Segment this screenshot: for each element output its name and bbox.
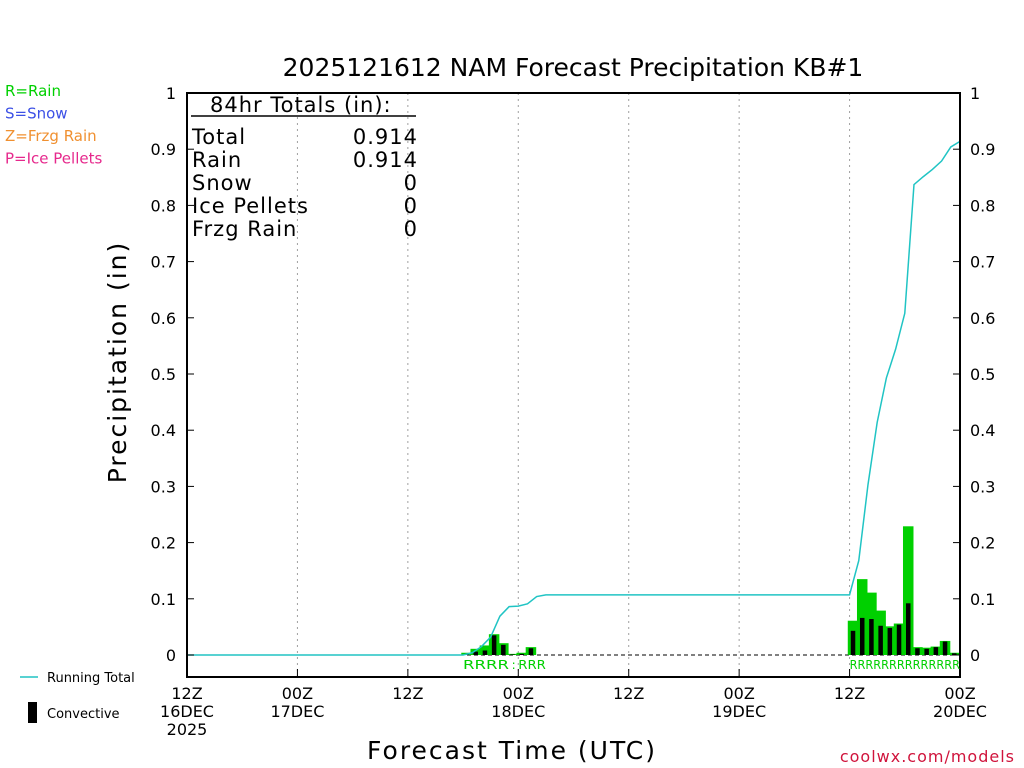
convective-bar: [519, 653, 524, 655]
x-tick-label: 17DEC: [270, 702, 324, 721]
x-tick-label: 16DEC: [160, 702, 214, 721]
convective-bar: [850, 630, 856, 655]
x-tick-label: 12Z: [392, 684, 423, 703]
precip-type-marker: RRR: [518, 658, 546, 672]
convective-bar: [924, 648, 929, 655]
convective-bar: [878, 625, 883, 655]
convective-bar: [510, 654, 515, 655]
y-tick-label-right: 0.3: [970, 477, 995, 496]
totals-row-value: 0: [404, 194, 418, 218]
y-tick-label-left: 0.3: [151, 477, 176, 496]
convective-bar: [869, 619, 874, 655]
totals-row-label: Ice Pellets: [192, 194, 309, 218]
convective-bar: [896, 624, 902, 655]
y-tick-label-left: 0.7: [151, 253, 176, 272]
y-axis-label: Precipitation (in): [103, 241, 132, 484]
chart-title: 2025121612 NAM Forecast Precipitation KB…: [283, 53, 864, 82]
x-tick-label: 12Z: [834, 684, 865, 703]
y-tick-label-right: 0.7: [970, 253, 995, 272]
type-legend-entry: Z=Frzg Rain: [5, 127, 97, 145]
y-tick-label-left: 0.1: [151, 590, 176, 609]
totals-row-value: 0: [404, 217, 418, 241]
y-tick-label-left: 0.8: [151, 196, 176, 215]
y-tick-label-right: 0.6: [970, 309, 995, 328]
y-tick-label-left: 0.9: [151, 140, 176, 159]
type-legend-entry: R=Rain: [5, 82, 61, 100]
x-tick-label: 00Z: [503, 684, 534, 703]
y-tick-label-right: 0.4: [970, 421, 995, 440]
convective-bar: [905, 603, 911, 655]
convective-bar: [887, 628, 893, 655]
x-tick-label: 2025: [167, 720, 208, 739]
x-axis-label: Forecast Time (UTC): [367, 736, 657, 765]
totals-row-value: 0.914: [353, 148, 418, 172]
running-total-line: [187, 140, 961, 656]
credit-text: coolwx.com/models: [840, 747, 1015, 766]
x-tick-label: 19DEC: [712, 702, 766, 721]
precip-type-marker: RRRR: [463, 658, 509, 672]
plot-frame: [186, 92, 961, 678]
convective-bar: [859, 617, 865, 655]
convective-bar: [501, 644, 506, 655]
y-tick-label-right: 0.5: [970, 365, 995, 384]
totals-row-label: Rain: [192, 148, 242, 172]
y-tick-label-left: 0.4: [151, 421, 176, 440]
totals-row-value: 0: [404, 171, 418, 195]
convective-bar: [482, 650, 488, 655]
y-tick-label-right: 0.2: [970, 534, 995, 553]
x-tick-label: 20DEC: [933, 702, 987, 721]
x-tick-label: 12Z: [613, 684, 644, 703]
rain-bar: [479, 645, 491, 655]
y-tick-label-left: 0.5: [151, 365, 176, 384]
convective-bar: [915, 648, 920, 655]
legend-entry: Running Total: [47, 671, 135, 686]
precip-type-marker: :: [512, 658, 516, 672]
x-tick-label: 00Z: [282, 684, 313, 703]
y-tick-label-left: 0: [166, 646, 176, 665]
totals-row-label: Snow: [192, 171, 253, 195]
type-legend-entry: P=Ice Pellets: [5, 150, 102, 168]
y-tick-label-right: 0.8: [970, 196, 995, 215]
y-tick-label-right: 0: [970, 646, 980, 665]
y-tick-label-left: 1: [166, 84, 176, 103]
x-tick-label: 00Z: [723, 684, 754, 703]
legend-entry: Convective: [47, 707, 120, 722]
y-tick-label-left: 0.6: [151, 309, 176, 328]
convective-bar: [491, 635, 497, 655]
y-tick-label-right: 0.9: [970, 140, 995, 159]
convective-bar: [952, 653, 957, 655]
y-tick-label-left: 0.2: [151, 534, 176, 553]
totals-row-label: Total: [191, 125, 246, 149]
totals-header: 84hr Totals (in):: [210, 93, 392, 117]
y-tick-label-right: 0.1: [970, 590, 995, 609]
convective-bar: [942, 641, 948, 655]
y-tick-label-right: 1: [970, 84, 980, 103]
x-tick-label: 00Z: [944, 684, 975, 703]
precip-type-marker: RRRRRRRRRRRRRR: [850, 658, 960, 672]
x-tick-label: 18DEC: [491, 702, 545, 721]
convective-legend-icon: [28, 702, 37, 723]
convective-bar: [933, 647, 939, 655]
x-tick-label: 12Z: [171, 684, 202, 703]
totals-row-value: 0.914: [353, 125, 418, 149]
rain-bar: [856, 579, 868, 655]
convective-bar: [473, 651, 478, 655]
type-legend-entry: S=Snow: [5, 105, 68, 123]
convective-bar: [528, 648, 534, 655]
rain-bar: [902, 526, 914, 655]
totals-row-label: Frzg Rain: [192, 217, 297, 241]
